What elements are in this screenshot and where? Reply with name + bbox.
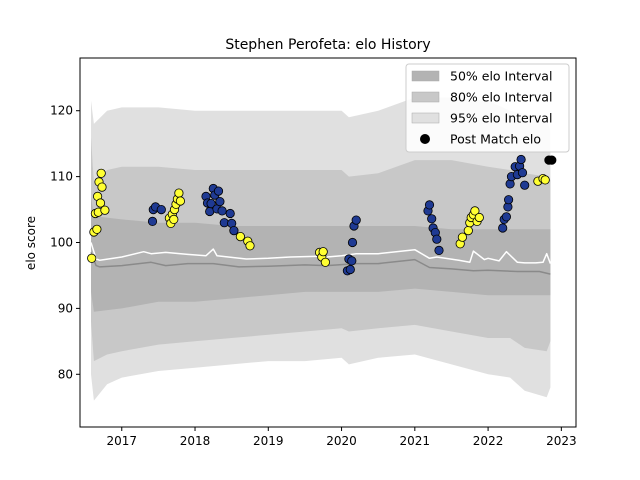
post-match-elo-point-48: [347, 256, 357, 266]
y-tick-label-1: 90: [58, 301, 73, 315]
post-match-elo-point-0: [87, 253, 97, 263]
legend-label-3: Post Match elo: [450, 132, 541, 147]
post-match-elo-point-78: [516, 154, 526, 165]
legend-label-1: 80% elo Interval: [450, 90, 552, 105]
legend-swatch-0: [411, 70, 440, 82]
legend-box: [405, 63, 570, 153]
chart-title: Stephen Perofeta: elo History: [225, 37, 430, 53]
post-match-elo-point-11: [147, 216, 158, 226]
plot-area: 2017 2018 2019 2020 2021 2022 2023 80 90 100 110 12…: [50, 57, 577, 448]
post-match-elo-point-47: [345, 264, 355, 275]
legend: 50% elo Interval 80% elo Interval 95% elo …: [405, 63, 570, 153]
legend-swatch-2: [411, 112, 440, 124]
post-match-elo-point-68: [498, 223, 508, 233]
post-match-elo-point-8: [97, 182, 107, 192]
post-match-elo-point-14: [156, 205, 166, 215]
post-match-elo-point-67: [474, 212, 484, 223]
post-match-elo-point-37: [229, 226, 239, 236]
post-match-elo-point-51: [351, 215, 361, 225]
mean-elo-line: [90, 252, 551, 275]
post-match-elo-point-31: [213, 186, 224, 196]
post-match-elo-point-80: [520, 180, 530, 190]
post-match-elo-point-60: [457, 232, 467, 242]
post-match-elo-point-57: [432, 234, 442, 244]
post-match-elo-point-43: [318, 247, 328, 257]
x-tick-label-3: 2020: [326, 434, 357, 448]
post-match-elo-point-58: [434, 245, 444, 255]
post-match-elo-point-6: [95, 198, 106, 208]
y-tick-label-4: 120: [50, 104, 73, 118]
post-match-elo-point-18: [169, 214, 179, 224]
x-tick-label-1: 2018: [180, 434, 211, 448]
y-tick-label-2: 100: [50, 236, 73, 250]
y-tick-label-3: 110: [50, 170, 73, 184]
plot-inner: [87, 97, 557, 401]
post-match-elo-point-44: [320, 257, 330, 267]
x-tick-label-6: 2023: [546, 434, 577, 448]
post-match-elo-point-83: [540, 175, 550, 185]
post-match-elo-point-38: [235, 232, 245, 242]
legend-marker-3: [420, 134, 430, 144]
post-match-elo-point-9: [96, 168, 106, 178]
post-match-elo-point-35: [225, 208, 235, 219]
legend-label-2: 95% elo Interval: [450, 111, 552, 126]
post-match-elo-point-54: [427, 214, 437, 224]
post-match-elo-point-32: [215, 197, 225, 207]
x-tick-label-5: 2022: [473, 434, 504, 448]
post-match-elo-point-65: [470, 206, 480, 216]
legend-swatch-1: [411, 91, 440, 103]
post-match-elo-point-70: [501, 212, 511, 222]
post-match-elo-point-72: [503, 195, 514, 205]
y-axis-label: elo score: [24, 216, 38, 270]
post-match-elo-point-27: [206, 199, 216, 209]
post-match-elo-point-22: [174, 188, 184, 198]
x-tick-label-4: 2021: [400, 434, 431, 448]
post-match-elo-point-61: [463, 226, 473, 236]
post-match-elo-point-79: [517, 168, 528, 178]
post-match-elo-point-85: [547, 155, 557, 165]
y-tick-label-0: 80: [58, 367, 73, 381]
post-match-elo-point-40: [245, 241, 255, 251]
post-match-elo-point-53: [424, 200, 435, 210]
x-tick-label-0: 2017: [106, 434, 137, 448]
post-match-elo-point-2: [92, 224, 102, 234]
post-match-elo-point-49: [347, 237, 358, 248]
x-tick-label-2: 2019: [253, 434, 284, 448]
post-match-elo-point-33: [217, 206, 227, 216]
post-match-elo-point-10: [100, 205, 110, 215]
legend-label-0: 50% elo Interval: [450, 69, 552, 84]
post-match-elo-point-23: [175, 196, 185, 206]
